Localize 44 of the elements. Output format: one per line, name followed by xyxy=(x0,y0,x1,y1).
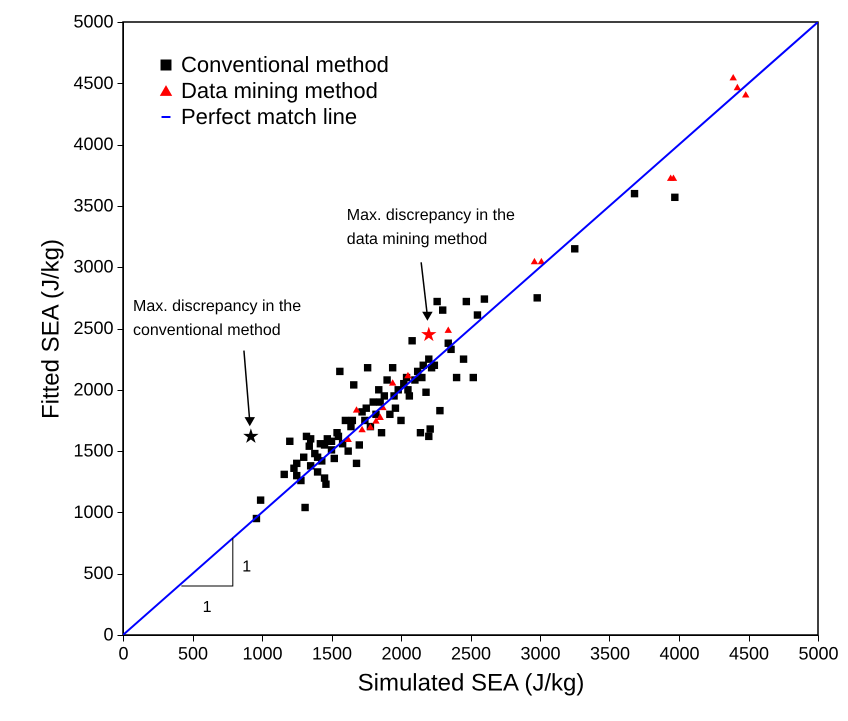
x-tick-label: 5000 xyxy=(798,644,839,664)
y-tick-label: 1000 xyxy=(73,502,114,522)
point xyxy=(352,406,360,413)
point xyxy=(358,426,366,432)
x-tick-label: 1000 xyxy=(242,644,283,664)
point xyxy=(530,258,538,264)
y-tick-label: 4000 xyxy=(73,134,114,154)
point xyxy=(730,74,737,80)
point xyxy=(376,414,384,420)
legend-label: Data mining method xyxy=(181,78,378,103)
annotation: Max. discrepancy in the data mining method xyxy=(346,207,515,248)
x-tick-label: 500 xyxy=(178,644,208,664)
annotation: Max. discrepancy in the conventional method xyxy=(133,298,302,339)
x-tick-label: 4000 xyxy=(659,644,700,664)
y-tick-label: 3500 xyxy=(73,195,114,216)
y-axis-title: Fitted SEA (J/kg) xyxy=(37,238,64,420)
y-tick-label: 3000 xyxy=(73,256,114,277)
y-tick-label: 4500 xyxy=(73,72,114,93)
y-tick-label: 2000 xyxy=(73,379,114,400)
x-tick-label: 2500 xyxy=(450,644,492,664)
x-tick-label: 3500 xyxy=(590,644,630,664)
point xyxy=(243,428,259,443)
x-tick-label: 4500 xyxy=(728,644,770,664)
x-axis-title: Simulated SEA (J/kg) xyxy=(358,670,584,696)
x-tick-label: 1500 xyxy=(312,644,352,664)
point xyxy=(444,326,452,333)
point xyxy=(388,379,396,386)
y-tick-label: 500 xyxy=(83,563,114,584)
legend-label: Perfect match line xyxy=(181,104,358,129)
x-tick-label: 0 xyxy=(118,644,129,664)
point xyxy=(421,326,436,342)
y-tick-label: 1500 xyxy=(73,440,114,461)
annotation: 1 xyxy=(202,598,212,616)
x-tick-label: 2000 xyxy=(381,644,422,664)
annotation: 1 xyxy=(242,558,252,576)
x-tick-label: 3000 xyxy=(520,644,561,664)
legend-label: Conventional method xyxy=(181,52,389,77)
point xyxy=(670,174,678,181)
y-tick-label: 5000 xyxy=(73,12,114,32)
y-tick-label: 2500 xyxy=(73,318,114,338)
point xyxy=(372,417,380,424)
y-tick-label: 0 xyxy=(103,624,114,644)
point xyxy=(404,372,412,378)
point xyxy=(742,91,750,98)
